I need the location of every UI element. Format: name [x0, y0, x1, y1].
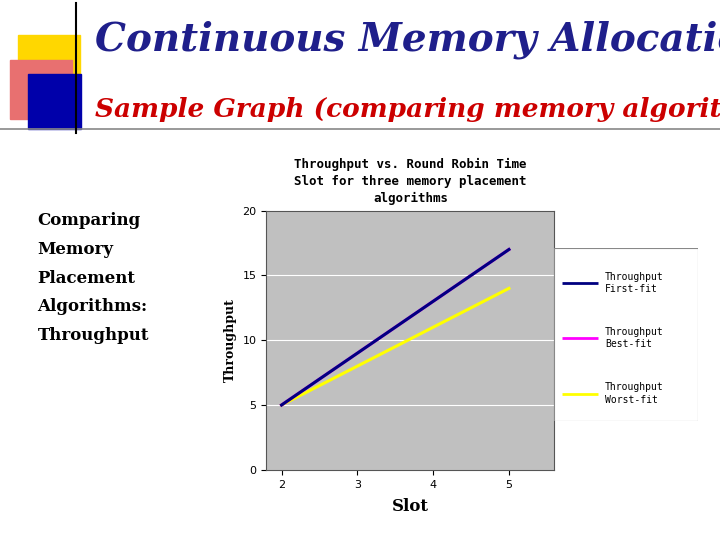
Bar — [10, 60, 72, 119]
Text: Continuous Memory Allocation: Continuous Memory Allocation — [95, 20, 720, 58]
Title: Throughput vs. Round Robin Time
Slot for three memory placement
algorithms: Throughput vs. Round Robin Time Slot for… — [294, 158, 526, 205]
Throughput
First-fit — [277, 402, 286, 408]
Text: Throughput
Worst-fit: Throughput Worst-fit — [605, 382, 664, 405]
Line: Throughput
Best-fit: Throughput Best-fit — [282, 249, 509, 405]
Line: Throughput
Worst-fit: Throughput Worst-fit — [282, 288, 509, 405]
Text: Comparing
Memory
Placement
Algorithms:
Throughput: Comparing Memory Placement Algorithms: T… — [37, 212, 149, 344]
Bar — [18, 35, 80, 94]
Throughput
First-fit — [505, 246, 513, 253]
Throughput
Worst-fit — [505, 285, 513, 292]
Text: Throughput
Best-fit: Throughput Best-fit — [605, 327, 664, 349]
Text: Throughput
First-fit: Throughput First-fit — [605, 272, 664, 294]
X-axis label: Slot: Slot — [392, 498, 429, 515]
Line: Throughput
First-fit: Throughput First-fit — [282, 249, 509, 405]
Throughput
Best-fit — [505, 246, 513, 253]
Y-axis label: Throughput: Throughput — [224, 298, 237, 382]
Throughput
Worst-fit — [277, 402, 286, 408]
Text: Sample Graph (comparing memory algorithms): Sample Graph (comparing memory algorithm… — [95, 97, 720, 122]
FancyBboxPatch shape — [554, 248, 698, 421]
Throughput
Best-fit — [277, 402, 286, 408]
FancyBboxPatch shape — [189, 147, 711, 511]
Bar — [28, 73, 81, 129]
